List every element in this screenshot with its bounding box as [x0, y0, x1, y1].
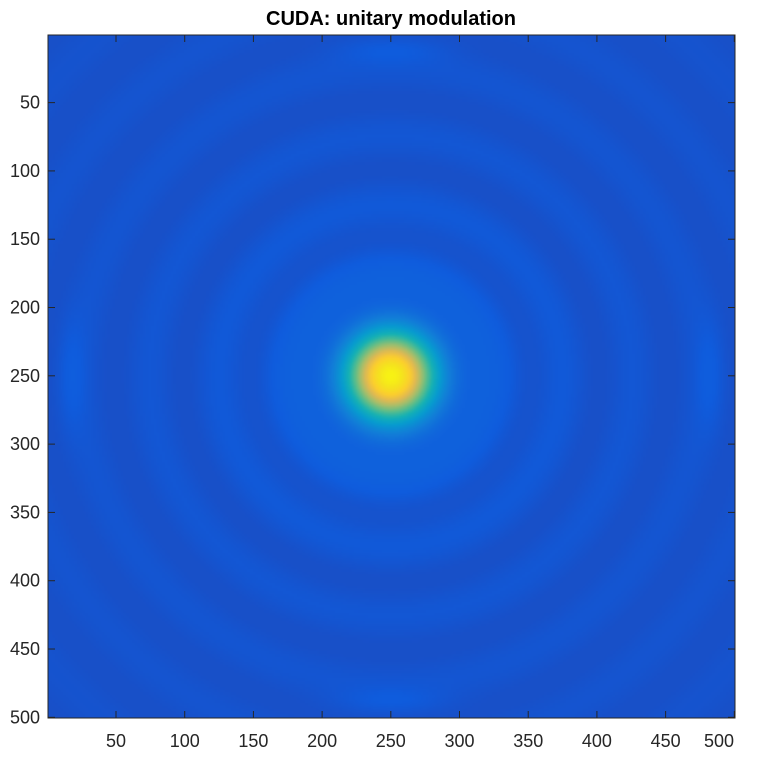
- y-tick-label: 100: [10, 161, 40, 181]
- y-tick-label: 250: [10, 366, 40, 386]
- x-tick-label: 400: [582, 731, 612, 751]
- axes-frame: [47, 34, 736, 719]
- x-tick-label: 300: [444, 731, 474, 751]
- y-tick-label: 200: [10, 298, 40, 318]
- y-tick-label: 450: [10, 639, 40, 659]
- x-tick-label: 200: [307, 731, 337, 751]
- plot-area: [47, 34, 736, 719]
- x-tick-label: 50: [106, 731, 126, 751]
- x-tick-label: 450: [651, 731, 681, 751]
- x-axis: 50 100 150 200 250 300 350 400 450 500: [106, 35, 735, 751]
- x-tick-label: 100: [170, 731, 200, 751]
- x-tick-label: 250: [376, 731, 406, 751]
- y-tick-label: 500: [10, 707, 40, 727]
- y-axis: 50 100 150 200 250 300 350 400 450 500: [10, 93, 735, 727]
- x-tick-label: 350: [513, 731, 543, 751]
- y-tick-label: 300: [10, 434, 40, 454]
- y-tick-label: 400: [10, 571, 40, 591]
- x-tick-label: 150: [238, 731, 268, 751]
- y-tick-label: 50: [20, 93, 40, 113]
- chart-title: CUDA: unitary modulation: [266, 8, 516, 30]
- y-tick-label: 350: [10, 502, 40, 522]
- x-tick-label: 500: [704, 731, 734, 751]
- heatmap-image: [48, 35, 735, 718]
- y-tick-label: 150: [10, 229, 40, 249]
